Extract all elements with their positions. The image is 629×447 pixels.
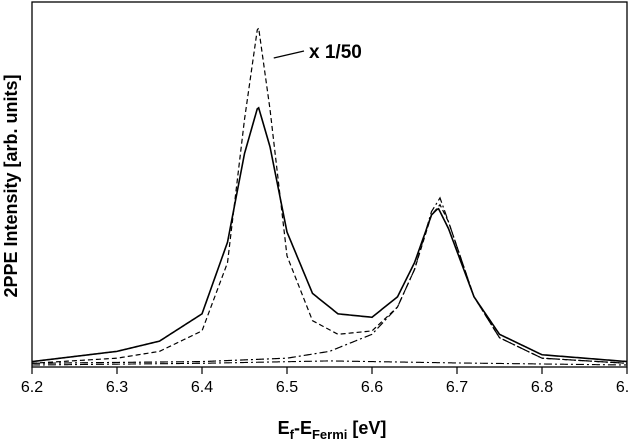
x-tick-label: 6.9 bbox=[616, 379, 629, 396]
series-dash-dot-baseline-line bbox=[31, 360, 628, 366]
x-axis-title-mid: -E bbox=[294, 418, 312, 438]
x-tick-label: 6.5 bbox=[276, 379, 298, 396]
annotation-leader-line bbox=[273, 50, 305, 59]
annotation-label: x 1/50 bbox=[309, 42, 362, 63]
x-tick-label: 6.2 bbox=[21, 379, 43, 396]
x-tick-label: 6.8 bbox=[531, 379, 553, 396]
x-ticks-group: 6.2 6.3 6.4 6.5 6.6 6.7 6.8 6.9 bbox=[21, 367, 629, 396]
y-axis-title: 2PPE Intensity [arb. units] bbox=[1, 74, 21, 297]
series-dashed-line bbox=[31, 26, 628, 364]
x-tick-label: 6.7 bbox=[446, 379, 468, 396]
x-axis-title-main: E bbox=[278, 418, 290, 438]
x-tick-label: 6.3 bbox=[106, 379, 128, 396]
x-axis-title-sub2: Fermi bbox=[312, 427, 347, 442]
curves-group bbox=[31, 26, 628, 366]
x-axis-title: Ef-EFermi [eV] bbox=[278, 418, 387, 442]
x-axis-title-sub1: f bbox=[290, 427, 295, 442]
x-tick-label: 6.6 bbox=[361, 379, 383, 396]
plot-frame bbox=[31, 1, 628, 368]
x-tick-label: 6.4 bbox=[191, 379, 213, 396]
x-axis-title-unit: [eV] bbox=[347, 418, 386, 438]
series-solid-line bbox=[31, 106, 628, 363]
series-dash-dot-line bbox=[31, 196, 628, 364]
